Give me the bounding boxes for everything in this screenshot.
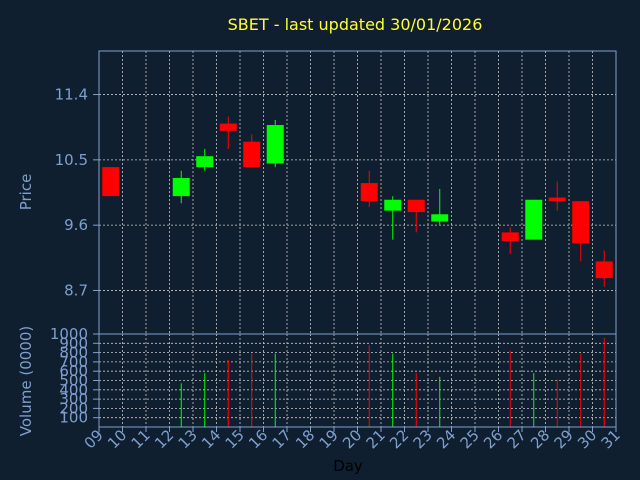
volume-tick-label: 400: [59, 381, 88, 399]
volume-axis-label: Volume (0000): [17, 326, 35, 436]
candle-body: [407, 199, 425, 213]
x-tick-label: 23: [410, 426, 436, 452]
price-panel: 8.7 9.6 10.5 11.4 Price: [17, 50, 617, 335]
price-y-ticks: 8.7 9.6 10.5 11.4: [55, 86, 99, 299]
x-tick-label: 14: [198, 426, 224, 452]
candle-body: [431, 214, 449, 222]
x-tick-label: 24: [433, 426, 459, 452]
x-ticks: 0910111213141516171819202122232425262728…: [81, 426, 624, 452]
candle-body: [360, 183, 378, 202]
price-axis-label: Price: [17, 174, 35, 211]
volume-tick-label: 200: [59, 399, 88, 417]
candle-body: [501, 232, 519, 242]
x-tick-label: 27: [504, 426, 530, 452]
price-tick-label: 8.7: [64, 281, 88, 299]
x-tick-label: 15: [222, 426, 248, 452]
x-axis-label: Day: [333, 457, 363, 475]
volume-tick-label: 800: [59, 344, 88, 362]
candle-body: [196, 156, 214, 168]
volume-tick-label: 700: [59, 353, 88, 371]
price-grid: [98, 51, 617, 334]
x-tick-label: 25: [457, 426, 483, 452]
candle-body: [172, 177, 190, 197]
x-tick-label: 09: [81, 426, 107, 452]
price-tick-label: 9.6: [64, 216, 88, 234]
x-tick-label: 22: [386, 426, 412, 452]
x-tick-label: 28: [527, 426, 553, 452]
x-tick-label: 16: [245, 426, 271, 452]
volume-tick-label: 500: [59, 372, 88, 390]
candle-body: [219, 123, 237, 131]
volume-grid: [98, 333, 617, 427]
candle-body: [548, 197, 566, 202]
volume-tick-label: 900: [59, 334, 88, 352]
candle-body: [266, 125, 284, 164]
price-tick-label: 10.5: [55, 151, 88, 169]
volume-tick-label: 1000: [50, 325, 88, 343]
x-tick-label: 12: [151, 426, 177, 452]
volume-bars: [180, 337, 605, 427]
x-tick-label: 17: [269, 426, 295, 452]
x-tick-label: 30: [574, 426, 600, 452]
x-tick-label: 29: [551, 426, 577, 452]
x-tick-label: 19: [316, 426, 342, 452]
candle-body: [384, 199, 402, 211]
x-tick-label: 21: [363, 426, 389, 452]
x-tick-label: 11: [128, 426, 154, 452]
candle-body: [525, 199, 543, 240]
candle-body: [572, 201, 590, 244]
x-tick-label: 18: [292, 426, 318, 452]
volume-tick-label: 100: [59, 409, 88, 427]
x-tick-label: 10: [104, 426, 130, 452]
price-tick-label: 11.4: [55, 86, 88, 104]
candle-body: [102, 167, 120, 197]
volume-tick-label: 600: [59, 362, 88, 380]
chart-title: SBET - last updated 30/01/2026: [228, 15, 483, 34]
x-tick-label: 31: [598, 426, 624, 452]
x-tick-label: 26: [480, 426, 506, 452]
x-tick-label: 13: [175, 426, 201, 452]
volume-tick-label: 300: [59, 390, 88, 408]
candles: [102, 116, 613, 287]
candle-body: [595, 261, 613, 279]
x-tick-label: 20: [339, 426, 365, 452]
candle-body: [243, 141, 261, 168]
